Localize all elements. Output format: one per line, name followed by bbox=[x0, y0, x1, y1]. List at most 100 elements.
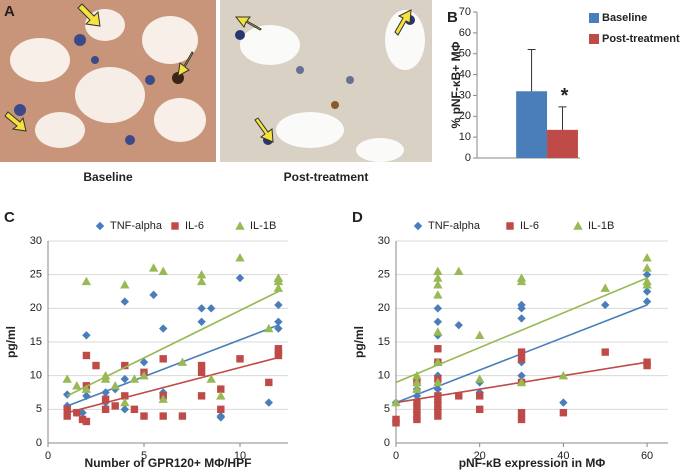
legend-marker bbox=[171, 222, 179, 230]
legend-label: TNF-alpha bbox=[428, 220, 481, 232]
point bbox=[434, 405, 442, 414]
annotation: * bbox=[561, 85, 569, 107]
point bbox=[196, 269, 207, 279]
point bbox=[517, 304, 526, 313]
x-axis-title: Number of GPR120+ MΦ/HPF bbox=[85, 456, 252, 470]
point bbox=[207, 304, 216, 313]
point bbox=[433, 327, 443, 336]
y-tick-label: 30 bbox=[459, 89, 471, 101]
point bbox=[434, 398, 442, 407]
point bbox=[159, 355, 167, 363]
trend-line bbox=[66, 290, 279, 397]
point bbox=[433, 280, 443, 289]
point bbox=[235, 253, 245, 262]
x-tick-label: 0 bbox=[393, 450, 399, 462]
point bbox=[197, 368, 206, 376]
point bbox=[159, 412, 167, 420]
panel-label: D bbox=[352, 209, 363, 226]
y-tick-label: 15 bbox=[30, 336, 42, 348]
point bbox=[149, 290, 158, 300]
point bbox=[120, 374, 129, 384]
point bbox=[120, 397, 130, 407]
point bbox=[434, 412, 442, 420]
point bbox=[642, 270, 652, 279]
point bbox=[412, 370, 422, 380]
point bbox=[111, 402, 119, 410]
point bbox=[129, 374, 140, 383]
point bbox=[274, 300, 283, 310]
y-tick-label: 10 bbox=[459, 131, 471, 143]
point bbox=[517, 348, 526, 356]
point bbox=[206, 374, 216, 383]
y-tick-label: 60 bbox=[459, 27, 471, 39]
point bbox=[177, 357, 188, 366]
point bbox=[81, 276, 92, 286]
point bbox=[139, 358, 149, 367]
point bbox=[121, 361, 129, 370]
point bbox=[264, 398, 273, 407]
point bbox=[236, 355, 244, 363]
y-tick-label: 0 bbox=[384, 437, 390, 449]
y-axis-title: % pNF-κB+ MΦ bbox=[449, 41, 463, 128]
point bbox=[601, 348, 609, 356]
y-tick-label: 50 bbox=[459, 48, 471, 60]
point bbox=[63, 412, 71, 420]
point bbox=[120, 297, 129, 306]
point bbox=[120, 405, 129, 414]
legend-swatch bbox=[589, 34, 599, 44]
y-tick-label: 25 bbox=[30, 269, 42, 281]
point bbox=[217, 405, 225, 414]
trend-line bbox=[66, 324, 279, 407]
point bbox=[600, 283, 610, 292]
photo-caption: Post-treatment bbox=[284, 170, 369, 184]
x-tick-label: 20 bbox=[474, 450, 486, 462]
point bbox=[110, 381, 120, 390]
y-axis-title: pg/ml bbox=[352, 326, 366, 358]
point bbox=[517, 409, 526, 417]
point bbox=[642, 287, 652, 296]
point bbox=[642, 253, 652, 262]
point bbox=[158, 266, 168, 275]
legend-marker bbox=[506, 222, 514, 230]
point bbox=[391, 397, 401, 407]
error-bar bbox=[558, 106, 567, 130]
y-tick-label: 0 bbox=[36, 437, 42, 449]
point bbox=[62, 374, 72, 383]
y-tick-label: 30 bbox=[378, 235, 390, 247]
y-tick-label: 0 bbox=[465, 152, 471, 164]
point bbox=[517, 355, 526, 363]
point bbox=[454, 266, 464, 275]
point bbox=[82, 417, 91, 426]
error-bar bbox=[527, 49, 536, 92]
point bbox=[159, 324, 168, 333]
point bbox=[413, 405, 421, 414]
point bbox=[433, 266, 443, 275]
y-tick-label: 40 bbox=[459, 68, 471, 80]
x-tick-label: 0 bbox=[45, 450, 51, 462]
point bbox=[72, 381, 82, 390]
y-tick-label: 70 bbox=[459, 6, 471, 18]
x-tick-label: 60 bbox=[641, 450, 653, 462]
legend-label: IL-1B bbox=[250, 220, 276, 232]
point bbox=[559, 398, 568, 407]
point bbox=[273, 283, 284, 292]
point bbox=[413, 415, 421, 424]
legend-marker bbox=[95, 221, 105, 231]
point bbox=[474, 374, 485, 383]
y-tick-label: 10 bbox=[30, 370, 42, 382]
photo-post-treatment bbox=[220, 0, 432, 162]
point bbox=[196, 276, 207, 286]
point bbox=[433, 290, 443, 299]
point bbox=[130, 405, 139, 414]
photo-caption: Baseline bbox=[83, 170, 133, 184]
point bbox=[264, 323, 274, 333]
point bbox=[273, 273, 284, 282]
point bbox=[148, 263, 159, 272]
point bbox=[197, 304, 206, 313]
point bbox=[517, 371, 526, 380]
point bbox=[216, 411, 225, 421]
point bbox=[558, 370, 569, 380]
point bbox=[82, 331, 91, 340]
point bbox=[475, 392, 484, 400]
